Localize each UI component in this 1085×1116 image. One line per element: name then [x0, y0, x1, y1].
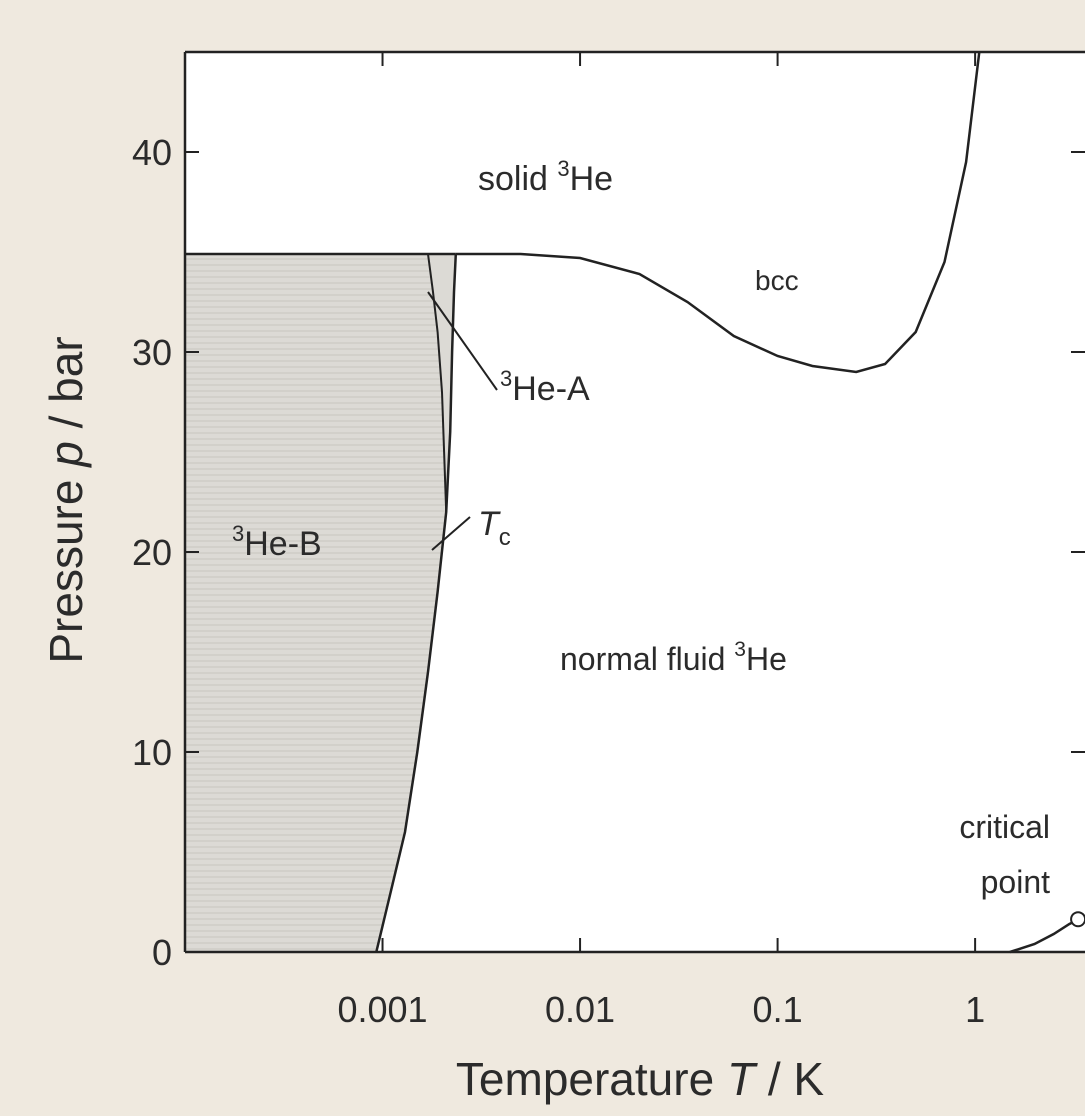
x-tick-label: 0.001: [337, 989, 427, 1030]
critical-point-marker: [1070, 911, 1085, 928]
he3-a-leader-line: [427, 291, 498, 391]
bcc-label: bcc: [755, 265, 799, 296]
y-tick-label: 40: [132, 132, 172, 173]
y-tick-label: 10: [132, 732, 172, 773]
tc-label: Tc: [478, 505, 511, 551]
axis-ticks: 0 10 20 30 40 0.001 0.01 0.1 1: [132, 52, 1085, 1030]
ab-transition-curve: [427, 253, 448, 513]
he-b-hatched-area: [185, 254, 447, 952]
y-tick-label: 20: [132, 532, 172, 573]
y-tick-label: 30: [132, 332, 172, 373]
axes: [183, 50, 1085, 954]
normal-fluid-label: normal fluid 3He: [560, 638, 787, 677]
tc-leader-line: [431, 516, 471, 551]
x-tick-label: 0.01: [545, 989, 615, 1030]
solid-he3-label: solid 3He: [478, 156, 613, 198]
x-axis-label: Temperature T / K: [456, 1053, 824, 1105]
y-axis-label: Pressure p / bar: [40, 336, 92, 663]
y-tick-label: 0: [152, 932, 172, 973]
x-tick-label: 0.1: [753, 989, 803, 1030]
melting-curve: [455, 51, 981, 374]
point-label: point: [981, 864, 1051, 900]
tc-curve: [375, 253, 458, 953]
x-tick-label: 1: [965, 989, 985, 1030]
critical-label: critical: [959, 809, 1050, 845]
he3-a-label: 3He-A: [500, 366, 590, 408]
he3-b-label: 3He-B: [232, 521, 322, 563]
